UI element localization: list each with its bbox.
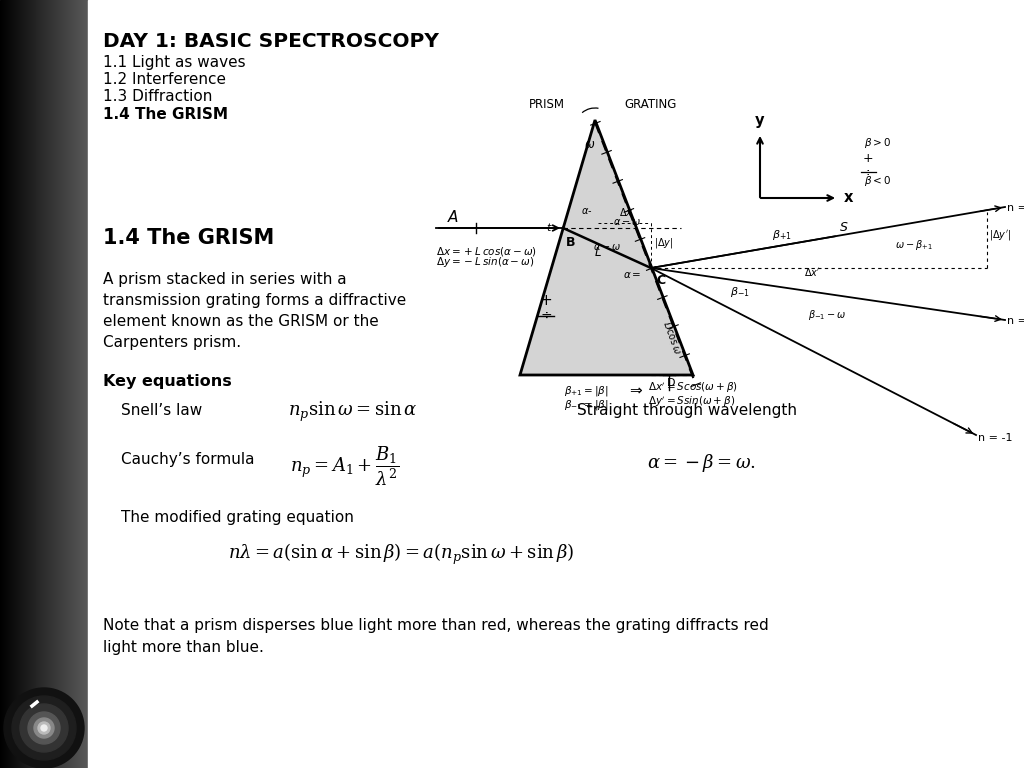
- Text: Carpenters prism.: Carpenters prism.: [103, 335, 241, 350]
- Text: $\alpha$-: $\alpha$-: [581, 206, 593, 216]
- Text: $\Delta x'$: $\Delta x'$: [804, 266, 820, 278]
- Text: $\beta > 0$: $\beta > 0$: [864, 136, 891, 150]
- Text: n = +1: n = +1: [1007, 203, 1024, 213]
- Text: GRATING: GRATING: [625, 98, 677, 111]
- Text: +: +: [540, 293, 552, 308]
- Text: $|\Delta y'|$: $|\Delta y'|$: [989, 227, 1012, 241]
- Text: $\alpha=$: $\alpha=$: [623, 270, 641, 280]
- Circle shape: [28, 712, 60, 744]
- Text: $\Delta x'=Scos(\omega+\beta)$: $\Delta x'=Scos(\omega+\beta)$: [648, 381, 738, 395]
- Text: n = -1: n = -1: [978, 433, 1013, 443]
- Text: A: A: [449, 210, 459, 226]
- Text: element known as the GRISM or the: element known as the GRISM or the: [103, 314, 379, 329]
- Text: $\beta_{-1}-\omega$: $\beta_{-1}-\omega$: [808, 308, 846, 322]
- Text: Straight through wavelength: Straight through wavelength: [577, 403, 797, 418]
- Text: PRISM: PRISM: [529, 98, 565, 111]
- Text: $\Rightarrow$: $\Rightarrow$: [627, 381, 644, 396]
- Text: $n_p \sin\omega = \sin\alpha$: $n_p \sin\omega = \sin\alpha$: [288, 400, 418, 424]
- Text: DAY 1: BASIC SPECTROSCOPY: DAY 1: BASIC SPECTROSCOPY: [103, 32, 439, 51]
- Text: 1.2 Interference: 1.2 Interference: [103, 72, 226, 87]
- Text: +: +: [862, 152, 873, 165]
- Text: $\beta_{+1}=|\beta|$: $\beta_{+1}=|\beta|$: [564, 383, 608, 398]
- Text: $D\cos\omega$: $D\cos\omega$: [662, 319, 684, 356]
- Text: $\beta_{-1}=|\beta|$: $\beta_{-1}=|\beta|$: [564, 398, 608, 412]
- Text: $\omega$: $\omega$: [585, 138, 596, 151]
- Text: $\div$: $\div$: [862, 165, 873, 178]
- Text: n = 0: n = 0: [1007, 316, 1024, 326]
- Text: $n_p = A_1 + \dfrac{B_1}{\lambda^2}$: $n_p = A_1 + \dfrac{B_1}{\lambda^2}$: [290, 445, 399, 488]
- Text: $\omega-\beta_{+1}$: $\omega-\beta_{+1}$: [895, 238, 933, 252]
- Text: Note that a prism disperses blue light more than red, whereas the grating diffra: Note that a prism disperses blue light m…: [103, 618, 769, 633]
- Text: B: B: [566, 236, 575, 249]
- Text: $\Delta x$: $\Delta x$: [618, 206, 634, 218]
- Circle shape: [41, 725, 47, 731]
- Text: t: t: [547, 223, 551, 233]
- Text: A prism stacked in series with a: A prism stacked in series with a: [103, 272, 347, 287]
- Text: x: x: [844, 190, 853, 206]
- Text: $\Delta y'=Ssin(\omega+\beta)$: $\Delta y'=Ssin(\omega+\beta)$: [648, 395, 735, 409]
- Text: $\beta_{-1}$: $\beta_{-1}$: [730, 285, 750, 299]
- Text: 1.4 The GRISM: 1.4 The GRISM: [103, 107, 228, 122]
- Text: $|\Delta y|$: $|\Delta y|$: [654, 236, 674, 250]
- Polygon shape: [520, 120, 693, 375]
- Text: y: y: [756, 113, 765, 128]
- Circle shape: [12, 696, 76, 760]
- Text: Key equations: Key equations: [103, 374, 231, 389]
- Text: S: S: [840, 221, 848, 234]
- Text: $\alpha-\omega$: $\alpha-\omega$: [613, 217, 641, 227]
- Circle shape: [20, 704, 68, 752]
- Text: $\Delta y = -L\,sin(\alpha-\omega)$: $\Delta y = -L\,sin(\alpha-\omega)$: [436, 255, 535, 269]
- Text: $\Delta x = +L\,cos(\alpha-\omega)$: $\Delta x = +L\,cos(\alpha-\omega)$: [436, 244, 537, 257]
- Circle shape: [34, 718, 54, 738]
- Text: light more than blue.: light more than blue.: [103, 640, 264, 655]
- Text: $n\lambda = a(\sin\alpha + \sin\beta) = a(n_p \sin\omega + \sin\beta)$: $n\lambda = a(\sin\alpha + \sin\beta) = …: [228, 542, 574, 568]
- Text: The modified grating equation: The modified grating equation: [121, 510, 354, 525]
- Text: $\div$: $\div$: [540, 308, 552, 322]
- Text: Cauchy’s formula: Cauchy’s formula: [121, 452, 255, 467]
- Circle shape: [38, 722, 50, 734]
- Text: 1.4 The GRISM: 1.4 The GRISM: [103, 228, 274, 248]
- Text: $\beta_{+1}$: $\beta_{+1}$: [772, 228, 792, 242]
- Text: L: L: [595, 246, 601, 259]
- Text: 1.3 Diffraction: 1.3 Diffraction: [103, 89, 212, 104]
- Text: 1.1 Light as waves: 1.1 Light as waves: [103, 55, 246, 70]
- Text: $\alpha-\omega$: $\alpha-\omega$: [593, 242, 622, 252]
- Text: Snell’s law: Snell’s law: [121, 403, 203, 418]
- Circle shape: [4, 688, 84, 768]
- Text: $\beta < 0$: $\beta < 0$: [864, 174, 891, 188]
- Text: $\alpha = -\beta = \omega.$: $\alpha = -\beta = \omega.$: [647, 452, 756, 474]
- Text: transmission grating forms a diffractive: transmission grating forms a diffractive: [103, 293, 407, 308]
- Text: D: D: [667, 378, 675, 388]
- Text: C: C: [656, 274, 666, 287]
